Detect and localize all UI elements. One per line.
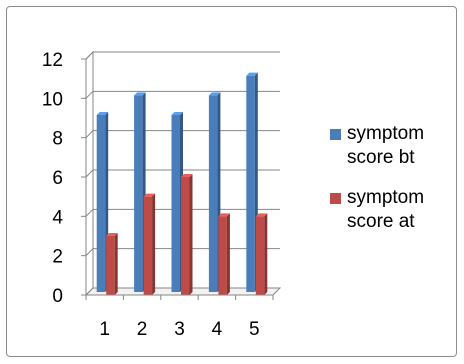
bar-at-1	[106, 233, 118, 295]
bar-side	[226, 213, 230, 295]
bar-top	[246, 72, 258, 76]
bar-front	[255, 216, 265, 295]
bar-top	[143, 193, 156, 197]
bar-front	[134, 95, 143, 292]
y-tick-labels: 0 2 4 6 8 10 12	[42, 50, 64, 307]
y-tick-label: 4	[52, 207, 63, 228]
bar-at-3	[181, 174, 193, 295]
y-tick-label: 8	[52, 129, 63, 150]
legend-label-series-2: symptom score at	[347, 187, 425, 232]
legend-swatch-blue	[330, 129, 341, 140]
bar-side	[114, 233, 118, 295]
y-tick-label: 12	[42, 50, 63, 71]
bar-side	[189, 174, 193, 295]
legend-label-series-1: symptom score bt	[347, 123, 425, 168]
bar-top	[255, 213, 268, 217]
legend-item-series-1: symptom score bt	[330, 122, 455, 170]
bar-at-5	[255, 213, 268, 295]
bar-top	[134, 92, 146, 96]
y-tick-label: 2	[52, 247, 63, 268]
legend-swatch-red	[330, 193, 341, 204]
bar-at-2	[143, 193, 156, 295]
bar-side	[264, 213, 268, 295]
axes	[81, 58, 274, 300]
bar-front	[246, 75, 255, 293]
legend-item-series-2: symptom score at	[330, 186, 455, 234]
x-tick-label: 2	[137, 319, 148, 340]
bar-top	[96, 112, 109, 115]
x-tick-label: 3	[174, 319, 185, 340]
bar-side	[152, 193, 156, 295]
bar-top	[171, 112, 183, 115]
legend: symptom score bt symptom score at	[330, 122, 455, 250]
y-tick-label: 10	[42, 89, 63, 110]
y-tick-label: 6	[52, 168, 63, 189]
x-tick-label: 1	[99, 319, 110, 340]
x-tick-label: 4	[212, 319, 223, 340]
bar-top	[218, 213, 230, 217]
chart-frame	[6, 6, 457, 357]
y-tick-label: 0	[52, 286, 63, 307]
bar-top	[106, 233, 118, 236]
bar-front	[106, 236, 115, 295]
bar-front	[143, 196, 153, 295]
x-tick-labels: 1 2 3 4 5	[99, 319, 259, 340]
gridline	[85, 90, 280, 99]
bar-front	[218, 216, 227, 295]
bar-at-4	[218, 213, 230, 295]
bar-front	[171, 115, 180, 292]
bar-front	[208, 95, 218, 292]
x-tick-label: 5	[249, 319, 260, 340]
bar-front	[181, 177, 190, 295]
bars	[96, 72, 268, 295]
bar-front	[96, 115, 106, 292]
bar-top	[181, 174, 193, 177]
bar-top	[208, 92, 221, 96]
gridline	[85, 51, 280, 60]
